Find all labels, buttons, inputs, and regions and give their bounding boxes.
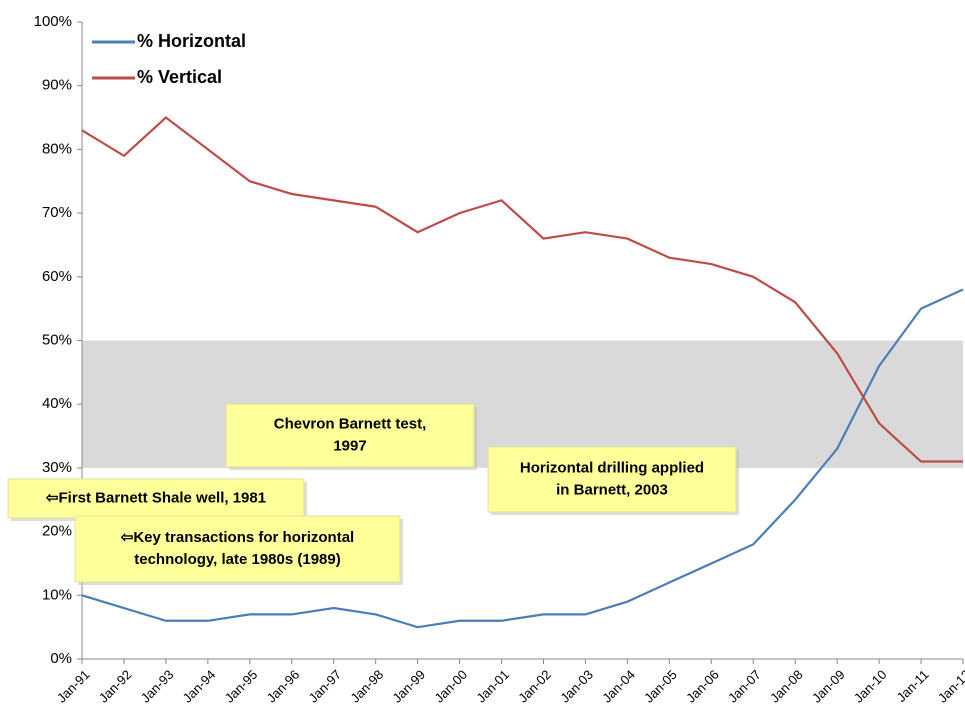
y-tick-label: 20% bbox=[42, 523, 72, 540]
x-tick-label: Jan-09 bbox=[809, 667, 848, 706]
x-tick-label: Jan-94 bbox=[180, 667, 219, 706]
annotation-text: ⇦First Barnett Shale well, 1981 bbox=[45, 489, 266, 506]
annotation-text: technology, late 1980s (1989) bbox=[134, 551, 340, 568]
annotation-text: in Barnett, 2003 bbox=[556, 481, 668, 498]
legend-label: % Vertical bbox=[137, 67, 222, 87]
annotation-box bbox=[225, 403, 475, 468]
x-tick-label: Jan-10 bbox=[851, 667, 890, 706]
x-tick-label: Jan-12 bbox=[935, 667, 965, 706]
y-tick-label: 50% bbox=[42, 331, 72, 348]
x-tick-label: Jan-95 bbox=[222, 667, 261, 706]
y-tick-label: 0% bbox=[50, 650, 72, 667]
x-tick-label: Jan-01 bbox=[473, 667, 512, 706]
annotation-text: Horizontal drilling applied bbox=[520, 459, 704, 476]
y-tick-label: 10% bbox=[42, 586, 72, 603]
annotation-text: ⇦Key transactions for horizontal bbox=[120, 529, 354, 546]
y-tick-label: 90% bbox=[42, 77, 72, 94]
x-tick-label: Jan-08 bbox=[767, 667, 806, 706]
x-tick-label: Jan-91 bbox=[54, 667, 93, 706]
x-tick-label: Jan-03 bbox=[557, 667, 596, 706]
annotation-text: Chevron Barnett test, bbox=[274, 415, 427, 432]
y-tick-label: 40% bbox=[42, 395, 72, 412]
y-tick-label: 100% bbox=[34, 13, 72, 30]
x-tick-label: Jan-97 bbox=[306, 667, 345, 706]
y-tick-label: 60% bbox=[42, 268, 72, 285]
y-tick-label: 80% bbox=[42, 140, 72, 157]
x-tick-label: Jan-98 bbox=[348, 667, 387, 706]
annotation-box bbox=[487, 446, 737, 513]
x-tick-label: Jan-99 bbox=[389, 667, 428, 706]
x-tick-label: Jan-04 bbox=[599, 667, 638, 706]
series-line bbox=[81, 116, 963, 463]
x-tick-label: Jan-92 bbox=[96, 667, 135, 706]
x-tick-label: Jan-07 bbox=[725, 667, 764, 706]
x-tick-label: Jan-02 bbox=[515, 667, 554, 706]
x-tick-label: Jan-11 bbox=[894, 667, 932, 705]
series-line bbox=[81, 288, 964, 629]
x-tick-label: Jan-05 bbox=[641, 667, 680, 706]
x-tick-label: Jan-93 bbox=[138, 667, 177, 706]
x-tick-label: Jan-96 bbox=[264, 667, 303, 706]
y-tick-label: 70% bbox=[42, 204, 72, 221]
x-tick-label: Jan-06 bbox=[683, 667, 722, 706]
annotation-box bbox=[74, 515, 401, 583]
annotation-text: 1997 bbox=[333, 437, 366, 454]
x-tick-label: Jan-00 bbox=[431, 667, 470, 706]
legend-label: % Horizontal bbox=[137, 31, 246, 51]
annotation-box bbox=[7, 478, 305, 519]
y-tick-label: 30% bbox=[42, 459, 72, 476]
